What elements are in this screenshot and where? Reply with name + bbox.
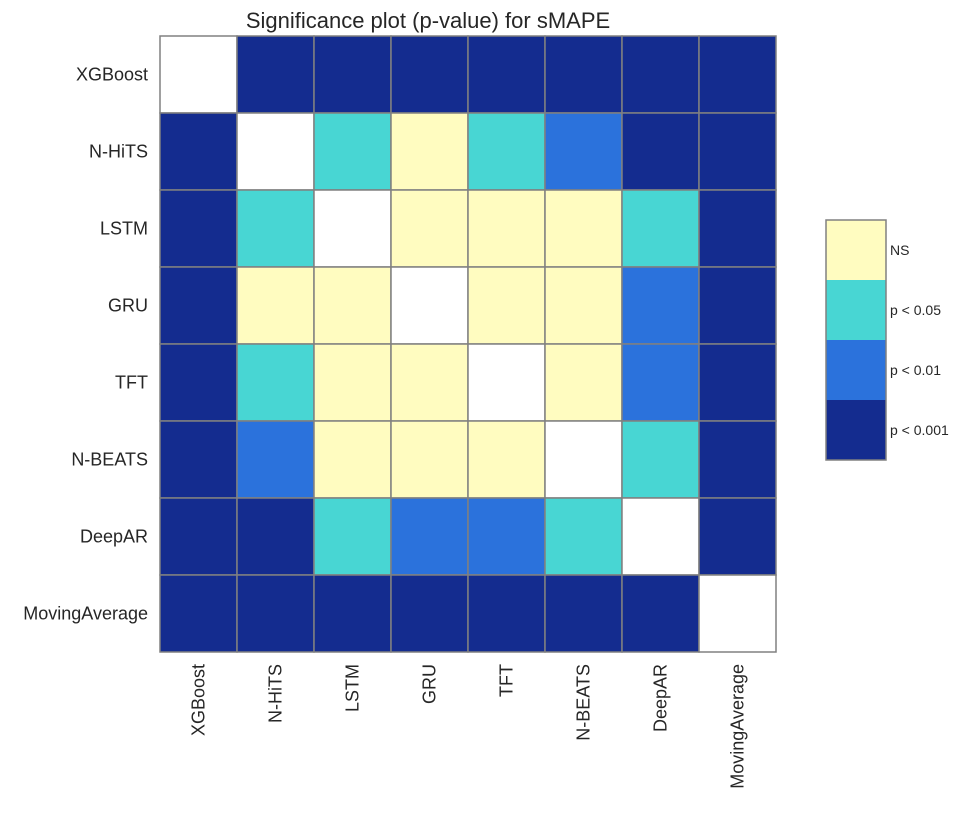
heatmap-cell (544, 112, 623, 191)
heatmap-cell (467, 189, 546, 268)
heatmap-cell (159, 189, 238, 268)
heatmap-cell (544, 35, 623, 114)
legend-label: p < 0.01 (890, 362, 941, 378)
heatmap-cell (621, 420, 700, 499)
heatmap-cell (698, 574, 777, 653)
heatmap-cell (698, 35, 777, 114)
heatmap-cell (236, 112, 315, 191)
row-tick-label: N-BEATS (71, 450, 148, 470)
legend-label: p < 0.001 (890, 422, 949, 438)
heatmap-cell (236, 35, 315, 114)
heatmap-cell (621, 35, 700, 114)
heatmap-cell (467, 112, 546, 191)
heatmap-cell (698, 343, 777, 422)
heatmap-cell (467, 497, 546, 576)
heatmap-cells (159, 35, 777, 653)
legend: NS p < 0.05 p < 0.01 p < 0.001 (825, 219, 949, 461)
row-tick-label: GRU (108, 296, 148, 316)
heatmap-cell (313, 420, 392, 499)
row-tick-label: MovingAverage (23, 604, 148, 624)
column-tick-label: GRU (420, 664, 440, 704)
heatmap-cell (236, 497, 315, 576)
column-tick-label: N-HiTS (266, 664, 286, 723)
row-labels: XGBoost N-HiTS LSTM GRU TFT N-BEATS DeepAR Movi… (23, 65, 148, 624)
heatmap-cell (236, 574, 315, 653)
heatmap-cell (313, 266, 392, 345)
legend-label: p < 0.05 (890, 302, 941, 318)
heatmap-cell (159, 112, 238, 191)
heatmap-cell (390, 35, 469, 114)
heatmap-cell (236, 189, 315, 268)
heatmap-cell (467, 343, 546, 422)
row-tick-label: XGBoost (76, 65, 148, 85)
heatmap-cell (236, 420, 315, 499)
column-tick-label: DeepAR (651, 664, 671, 732)
row-tick-label: DeepAR (80, 527, 148, 547)
heatmap-cell (621, 266, 700, 345)
heatmap-cell (313, 189, 392, 268)
heatmap-cell (390, 189, 469, 268)
heatmap-cell (159, 35, 238, 114)
heatmap-cell (698, 420, 777, 499)
legend-swatch (826, 220, 886, 280)
heatmap-cell (390, 112, 469, 191)
heatmap-cell (544, 420, 623, 499)
heatmap-cell (313, 112, 392, 191)
heatmap-cell (467, 266, 546, 345)
heatmap-cell (467, 35, 546, 114)
legend-swatch (826, 340, 886, 400)
legend-swatch (826, 280, 886, 340)
heatmap-cell (159, 574, 238, 653)
column-tick-label: TFT (497, 664, 517, 697)
chart-title: Significance plot (p-value) for sMAPE (246, 8, 610, 33)
column-tick-label: LSTM (343, 664, 363, 712)
heatmap-cell (390, 420, 469, 499)
heatmap-cell (159, 343, 238, 422)
heatmap-cell (544, 497, 623, 576)
legend-swatch (826, 400, 886, 460)
heatmap-cell (390, 574, 469, 653)
heatmap-cell (621, 112, 700, 191)
heatmap-cell (544, 189, 623, 268)
row-tick-label: TFT (115, 373, 148, 393)
heatmap-cell (698, 266, 777, 345)
heatmap-cell (313, 497, 392, 576)
heatmap-cell (621, 497, 700, 576)
heatmap-cell (467, 420, 546, 499)
legend-border (825, 219, 887, 461)
column-labels: XGBoost N-HiTS LSTM GRU TFT N-BEATS DeepAR Movi… (189, 664, 748, 789)
heatmap-cell (698, 189, 777, 268)
heatmap-cell (698, 497, 777, 576)
heatmap-cell (544, 574, 623, 653)
row-tick-label: N-HiTS (89, 142, 148, 162)
heatmap-cell (159, 420, 238, 499)
heatmap-cell (544, 266, 623, 345)
heatmap-cell (236, 266, 315, 345)
heatmap-cell (698, 112, 777, 191)
heatmap-cell (467, 574, 546, 653)
heatmap-cell (621, 189, 700, 268)
heatmap-cell (390, 497, 469, 576)
heatmap-cell (159, 266, 238, 345)
column-tick-label: MovingAverage (728, 664, 748, 789)
legend-label: NS (890, 242, 909, 258)
heatmap-cell (544, 343, 623, 422)
heatmap-cell (621, 343, 700, 422)
heatmap-cell (313, 35, 392, 114)
heatmap-cell (390, 343, 469, 422)
heatmap-cell (313, 343, 392, 422)
row-tick-label: LSTM (100, 219, 148, 239)
heatmap-cell (236, 343, 315, 422)
heatmap-cell (313, 574, 392, 653)
column-tick-label: XGBoost (189, 664, 209, 736)
column-tick-label: N-BEATS (574, 664, 594, 741)
heatmap-cell (621, 574, 700, 653)
heatmap-cell (390, 266, 469, 345)
heatmap-cell (159, 497, 238, 576)
